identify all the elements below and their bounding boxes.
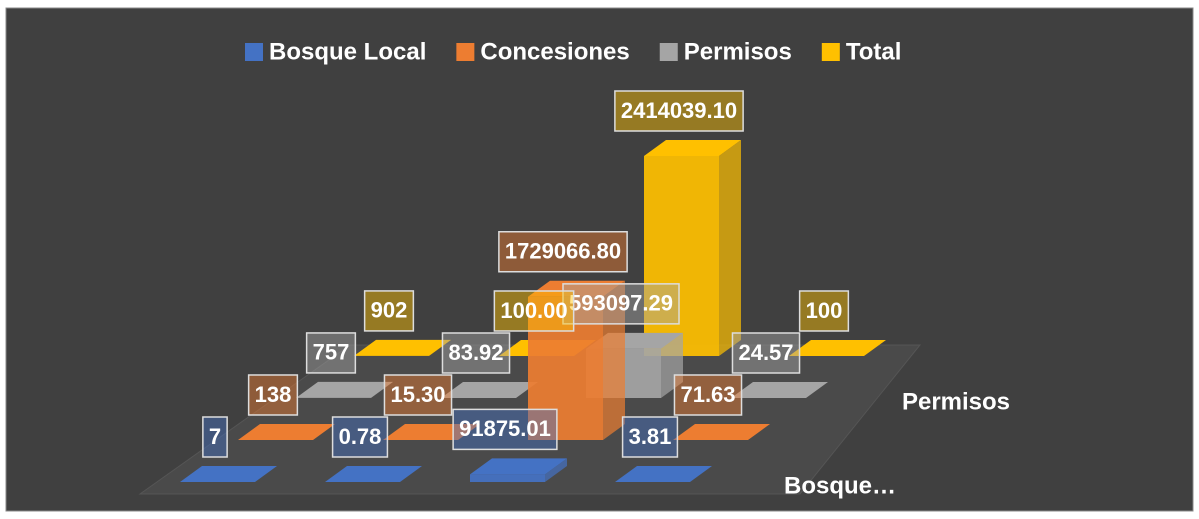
data-label: 902 xyxy=(371,298,408,323)
bar-side xyxy=(255,465,277,482)
data-label-box xyxy=(247,374,299,416)
data-label-box xyxy=(202,416,228,458)
bar-side xyxy=(719,140,741,356)
bar-top xyxy=(644,140,741,156)
bar-top xyxy=(673,423,770,440)
data-label-box xyxy=(498,230,628,273)
data-label-box xyxy=(731,332,801,374)
depth-label: Permisos xyxy=(902,388,1010,415)
bar-top xyxy=(383,423,480,440)
data-label-box xyxy=(452,408,558,451)
data-label: 100.00 xyxy=(500,298,567,323)
bar-top xyxy=(354,339,451,356)
bar-top xyxy=(731,381,828,398)
bar-side xyxy=(690,465,712,482)
data-label: 0.78 xyxy=(339,424,382,449)
data-label-box xyxy=(798,290,850,332)
bar-top xyxy=(615,465,712,482)
data-label-box xyxy=(363,290,415,332)
data-label-box xyxy=(562,283,680,325)
bar-top xyxy=(325,465,422,482)
bar-side xyxy=(313,423,335,440)
data-label-box xyxy=(331,416,389,458)
depth-label: Bosque… xyxy=(784,472,896,499)
data-label: 593097.29 xyxy=(569,291,673,316)
bar-side xyxy=(661,332,683,398)
bar-front xyxy=(470,474,545,482)
bar-side xyxy=(748,423,770,440)
data-label: 757 xyxy=(313,340,350,365)
bar-side xyxy=(458,423,480,440)
data-label-box xyxy=(614,90,744,132)
bar-top xyxy=(441,381,538,398)
legend-swatch xyxy=(245,43,263,61)
bar-side xyxy=(371,381,393,398)
data-label: 1729066.80 xyxy=(505,239,621,264)
legend-swatch xyxy=(456,43,475,61)
data-label: 24.57 xyxy=(738,340,793,365)
data-label-box xyxy=(621,416,679,458)
bar-front xyxy=(528,296,603,440)
legend-swatch xyxy=(659,43,678,61)
data-label-box xyxy=(673,374,743,416)
bar-top xyxy=(238,423,335,440)
legend-label: Total xyxy=(846,38,902,65)
data-label: 3.81 xyxy=(629,424,672,449)
data-label-box xyxy=(383,374,453,416)
data-label-box xyxy=(441,332,511,374)
bar-top xyxy=(180,465,277,482)
data-label: 138 xyxy=(255,382,292,407)
legend-swatch xyxy=(821,43,840,61)
legend-label: Bosque Local xyxy=(269,38,426,65)
data-label: 71.63 xyxy=(680,382,735,407)
legend-label: Permisos xyxy=(684,38,792,65)
bar-top xyxy=(789,339,886,356)
data-label-box xyxy=(305,332,357,374)
data-label: 100 xyxy=(806,298,843,323)
bar-top xyxy=(528,280,625,297)
bar-top xyxy=(296,381,393,398)
legend-label: Concesiones xyxy=(480,38,629,65)
data-label-box xyxy=(493,290,575,332)
data-label: 15.30 xyxy=(390,382,445,407)
bar-side xyxy=(864,339,886,356)
bar-front xyxy=(644,156,719,356)
bar-side xyxy=(545,458,567,482)
data-label: 2414039.10 xyxy=(621,98,737,123)
bar-side xyxy=(429,339,451,356)
bar-side xyxy=(806,381,828,398)
data-label: 7 xyxy=(209,424,221,449)
bar-top xyxy=(470,458,567,475)
bar-side xyxy=(603,280,625,440)
data-label: 83.92 xyxy=(448,340,503,365)
data-label: 91875.01 xyxy=(459,416,551,441)
